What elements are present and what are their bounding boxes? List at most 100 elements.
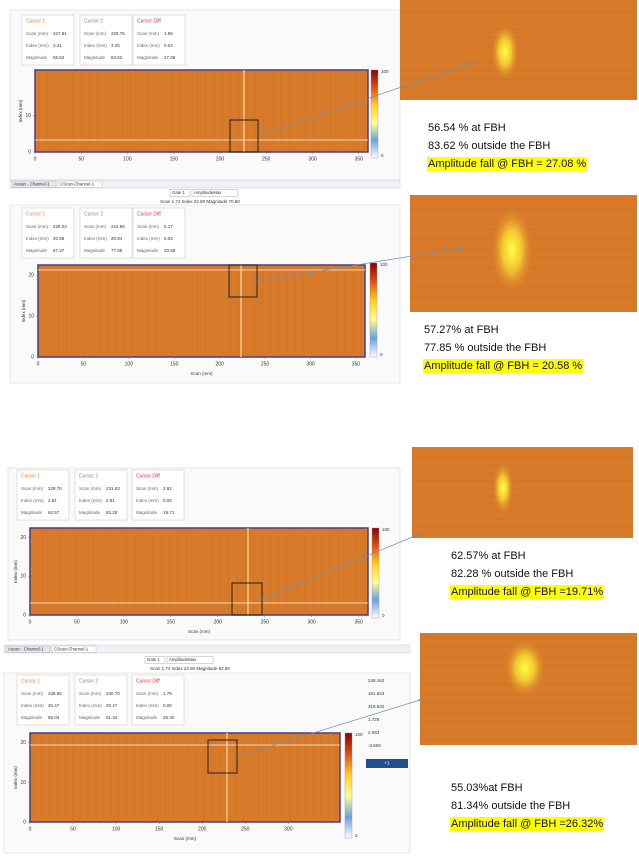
cursor-label: Scan (mm) bbox=[136, 486, 159, 491]
cursor-title: Cursor Diff bbox=[136, 678, 160, 684]
note-text: Amplitude fall @ FBH = 27.08 % bbox=[428, 158, 586, 170]
note-text: Amplitude fall @ FBH = 20.58 % bbox=[424, 360, 582, 372]
cursor-value: 20.47 bbox=[48, 703, 60, 708]
tab-label: Ascan - Channel-1 bbox=[8, 647, 44, 652]
cursor-value: 230.70 bbox=[106, 691, 120, 696]
cursor-label: Index (mm) bbox=[137, 236, 160, 241]
cursor-label: Magnitude bbox=[26, 248, 48, 253]
x-tick-label: 100 bbox=[120, 619, 129, 625]
y-tick-label: 0 bbox=[23, 819, 26, 825]
cursor-label: Scan (mm) bbox=[79, 486, 102, 491]
x-tick-label: 250 bbox=[241, 826, 250, 832]
cursor-label: Scan (mm) bbox=[21, 691, 44, 696]
zoom-link-dot bbox=[474, 61, 476, 63]
gate-label: Gate 1 bbox=[172, 190, 186, 195]
x-tick-label: 50 bbox=[74, 619, 80, 625]
x-tick-label: 50 bbox=[70, 826, 76, 832]
screenshot: Cursor 1Scan (mm)227.81Index (mm)3.21Mag… bbox=[0, 0, 639, 857]
mode-label: AmplitudeMax bbox=[194, 190, 222, 195]
x-tick-label: 0 bbox=[29, 619, 32, 625]
cursor-label: Magnitude bbox=[137, 248, 159, 253]
y-tick-label: 10 bbox=[25, 113, 31, 119]
side-value: 181.823 bbox=[368, 691, 385, 696]
cursor-label: Index (mm) bbox=[26, 43, 49, 48]
cursor-value: 26.32 bbox=[163, 715, 175, 720]
cursor-title: Cursor Diff bbox=[137, 211, 161, 217]
y-tick-label: 20 bbox=[20, 740, 26, 746]
cursor-value: 227.81 bbox=[53, 31, 67, 36]
cursor-label: Scan (mm) bbox=[21, 486, 44, 491]
cursor-label: Scan (mm) bbox=[84, 31, 107, 36]
cursor-value: 62.57 bbox=[48, 510, 60, 515]
readout: Scan 1.74 Index 22.80 Magnitude 70.80 bbox=[160, 199, 240, 204]
x-tick-label: 350 bbox=[355, 156, 364, 162]
y-tick-label: 20 bbox=[20, 535, 26, 541]
zoom-defect bbox=[490, 205, 533, 295]
x-tick-label: 0 bbox=[37, 361, 40, 367]
cursor-label: Index (mm) bbox=[79, 498, 102, 503]
cursor-value: 77.85 bbox=[111, 248, 123, 253]
cursor-label: Scan (mm) bbox=[84, 224, 107, 229]
cursor-label: Index (mm) bbox=[84, 43, 107, 48]
toolbar: Ascan - Channel-1CScan-Channel-1Gate 1Am… bbox=[4, 645, 410, 671]
note-text: 81.34% outside the FBH bbox=[451, 800, 570, 812]
tab-label: Ascan - Channel-1 bbox=[14, 182, 50, 187]
colorbar-label: 100 bbox=[355, 732, 363, 737]
cursor-value: 0.04 bbox=[164, 43, 173, 48]
zoom-defect bbox=[492, 461, 514, 515]
cursor-value: 27.08 bbox=[164, 55, 176, 60]
colorbar bbox=[345, 733, 352, 838]
cursor-title: Cursor 2 bbox=[84, 18, 103, 24]
x-tick-label: 100 bbox=[125, 361, 134, 367]
y-tick-label: 0 bbox=[23, 612, 26, 618]
cursor-title: Cursor Diff bbox=[137, 18, 161, 24]
cursor-title: Cursor Diff bbox=[136, 473, 160, 479]
scan-panel: Cursor 1 Scan (mm) 228.03 Index (mm) 20.96 Ma… bbox=[10, 195, 637, 383]
cursor-label: Magnitude bbox=[136, 510, 158, 515]
mode-label: AmplitudeMax bbox=[169, 657, 197, 662]
cursor-title: Cursor 2 bbox=[79, 678, 98, 684]
cursor-value: 0.00 bbox=[163, 498, 172, 503]
cursor-value: 5.17 bbox=[164, 224, 173, 229]
y-tick-label: 0 bbox=[28, 149, 31, 155]
cursor-label: Magnitude bbox=[26, 55, 48, 60]
x-tick-label: 100 bbox=[123, 156, 132, 162]
note-text: Amplitude fall @ FBH =26.32% bbox=[451, 818, 603, 830]
cursor-value: 2.92 bbox=[163, 486, 172, 491]
y-axis-label: Index (mm) bbox=[13, 560, 18, 583]
x-tick-label: 300 bbox=[284, 826, 293, 832]
cursor-value: 228.95 bbox=[48, 691, 62, 696]
cursor-label: Index (mm) bbox=[21, 498, 44, 503]
x-tick-label: 0 bbox=[29, 826, 32, 832]
cursor-label: Scan (mm) bbox=[137, 31, 160, 36]
x-tick-label: 150 bbox=[170, 156, 179, 162]
cursor-value: 231.63 bbox=[106, 486, 120, 491]
x-tick-label: 50 bbox=[78, 156, 84, 162]
colorbar-label: 100 bbox=[381, 69, 389, 74]
colorbar bbox=[372, 528, 379, 618]
cursor-value: 0.00 bbox=[163, 703, 172, 708]
note-text: 77.85 % outside the FBH bbox=[424, 342, 546, 354]
zoom-link-dot bbox=[419, 699, 421, 701]
cursor-value: 20.96 bbox=[53, 236, 65, 241]
colorbar-label: 100 bbox=[380, 262, 388, 267]
x-tick-label: 300 bbox=[306, 361, 315, 367]
x-axis-label: Scan (mm) bbox=[190, 371, 213, 376]
cursor-value: 228.03 bbox=[53, 224, 67, 229]
side-button-label: +1 bbox=[384, 761, 390, 766]
y-tick-label: 0 bbox=[31, 354, 34, 360]
cursor-label: Index (mm) bbox=[84, 236, 107, 241]
y-axis-label: Index (mm) bbox=[21, 299, 26, 322]
x-tick-label: 150 bbox=[167, 619, 176, 625]
cursor-title: Cursor 2 bbox=[79, 473, 98, 479]
cursor-label: Magnitude bbox=[84, 55, 106, 60]
cursor-value: 55.03 bbox=[48, 715, 60, 720]
colorbar-label: 100 bbox=[382, 527, 390, 532]
cursor-value: 222.86 bbox=[111, 224, 125, 229]
side-value: 248.162 bbox=[368, 678, 385, 683]
cursor-title: Cursor 1 bbox=[26, 211, 45, 217]
cursor-value: 20.47 bbox=[106, 703, 118, 708]
cursor-value: 20.94 bbox=[111, 236, 123, 241]
cursor-value: 3.25 bbox=[111, 43, 120, 48]
cursor-value: 2.81 bbox=[106, 498, 115, 503]
